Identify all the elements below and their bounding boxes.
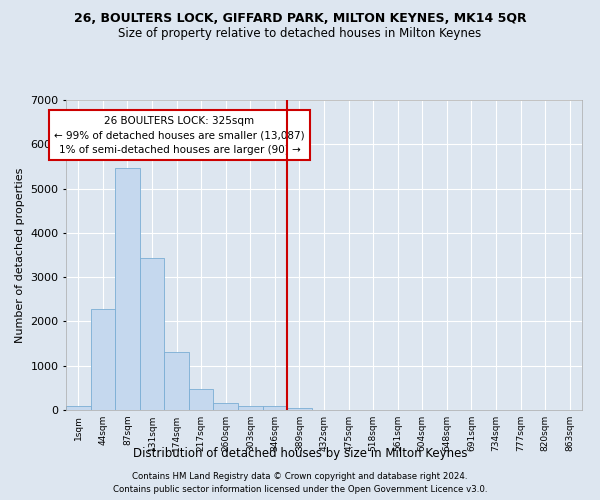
Text: Size of property relative to detached houses in Milton Keynes: Size of property relative to detached ho… [118,28,482,40]
Text: Contains HM Land Registry data © Crown copyright and database right 2024.: Contains HM Land Registry data © Crown c… [132,472,468,481]
Bar [164,352,189,410]
Y-axis label: Number of detached properties: Number of detached properties [14,168,25,342]
Bar [66,406,91,410]
Bar [263,406,287,410]
Bar [189,389,214,410]
Bar [91,308,115,410]
Text: Distribution of detached houses by size in Milton Keynes: Distribution of detached houses by size … [133,448,467,460]
Bar [115,168,140,410]
Text: 26, BOULTERS LOCK, GIFFARD PARK, MILTON KEYNES, MK14 5QR: 26, BOULTERS LOCK, GIFFARD PARK, MILTON … [74,12,526,26]
Bar [140,258,164,410]
Text: 26 BOULTERS LOCK: 325sqm
← 99% of detached houses are smaller (13,087)
1% of sem: 26 BOULTERS LOCK: 325sqm ← 99% of detach… [54,116,305,155]
Bar [287,408,312,410]
Bar [214,404,238,410]
Bar [238,406,263,410]
Text: Contains public sector information licensed under the Open Government Licence v3: Contains public sector information licen… [113,485,487,494]
